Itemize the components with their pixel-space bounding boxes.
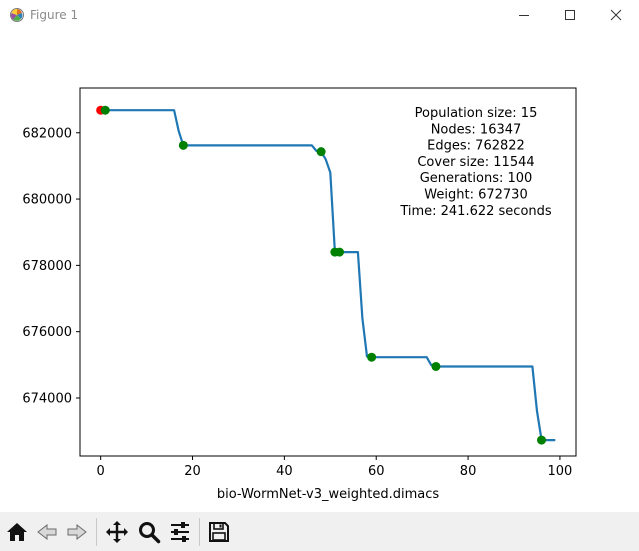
line-chart: 0 20 40 60 80 100 674000 676000 678000 680000 682… xyxy=(22,87,577,502)
y-tick-label: 680000 xyxy=(22,193,72,208)
magnifier-icon xyxy=(139,522,161,544)
title-bar: Figure 1 xyxy=(0,0,639,30)
forward-arrow-icon xyxy=(67,523,87,541)
close-icon xyxy=(610,9,622,21)
maximize-button[interactable] xyxy=(547,0,593,30)
window-title: Figure 1 xyxy=(30,8,79,22)
pan-button[interactable] xyxy=(102,517,132,547)
home-button[interactable] xyxy=(2,517,32,547)
y-axis: 674000 676000 678000 680000 682000 xyxy=(22,126,80,406)
toolbar-separator xyxy=(96,518,97,546)
home-icon xyxy=(7,523,27,541)
x-axis-label: bio-WormNet-v3_weighted.dimacs xyxy=(217,487,440,502)
annotation-line: Edges: 762822 xyxy=(427,139,525,154)
x-tick-label: 20 xyxy=(184,464,201,479)
series-line xyxy=(100,109,556,442)
zoom-button[interactable] xyxy=(134,517,164,547)
forward-button[interactable] xyxy=(62,517,92,547)
move-icon xyxy=(106,521,128,543)
floppy-disk-icon xyxy=(209,522,229,542)
matplotlib-icon xyxy=(9,7,25,23)
close-button[interactable] xyxy=(593,0,639,30)
maximize-icon xyxy=(565,10,575,20)
y-tick-label: 674000 xyxy=(22,391,72,406)
x-axis: 0 20 40 60 80 100 xyxy=(97,456,573,479)
improvement-point-marker xyxy=(334,247,344,257)
figure-canvas[interactable]: 0 20 40 60 80 100 674000 676000 678000 680000 682… xyxy=(0,30,639,512)
x-tick-label: 40 xyxy=(276,464,293,479)
back-arrow-icon xyxy=(37,523,57,541)
x-tick-label: 80 xyxy=(460,464,477,479)
improvement-point-marker xyxy=(431,361,441,371)
annotation-line: Cover size: 11544 xyxy=(417,155,534,170)
annotation-line: Generations: 100 xyxy=(420,171,533,186)
markers xyxy=(96,105,547,445)
annotation-line: Time: 241.622 seconds xyxy=(399,204,552,219)
y-tick-label: 676000 xyxy=(22,325,72,340)
annotation-line: Weight: 672730 xyxy=(424,188,527,203)
x-tick-label: 100 xyxy=(548,464,573,479)
annotation-line: Nodes: 16347 xyxy=(431,122,522,137)
minimize-icon xyxy=(519,15,529,16)
y-tick-label: 678000 xyxy=(22,259,72,274)
improvement-point-marker xyxy=(178,140,188,150)
save-button[interactable] xyxy=(204,517,234,547)
y-tick-label: 682000 xyxy=(22,126,72,141)
improvement-point-marker xyxy=(367,352,377,362)
improvement-point-marker xyxy=(316,147,326,157)
axes-frame xyxy=(79,87,577,457)
navigation-toolbar xyxy=(0,512,639,551)
configure-subplots-button[interactable] xyxy=(165,517,195,547)
x-tick-label: 60 xyxy=(368,464,385,479)
minimize-button[interactable] xyxy=(501,0,547,30)
sliders-icon xyxy=(171,522,189,542)
annotation-line: Population size: 15 xyxy=(415,106,538,121)
improvement-point-marker xyxy=(537,435,547,445)
back-button[interactable] xyxy=(32,517,62,547)
x-tick-label: 0 xyxy=(97,464,105,479)
improvement-point-marker xyxy=(100,105,110,115)
toolbar-separator xyxy=(199,518,200,546)
